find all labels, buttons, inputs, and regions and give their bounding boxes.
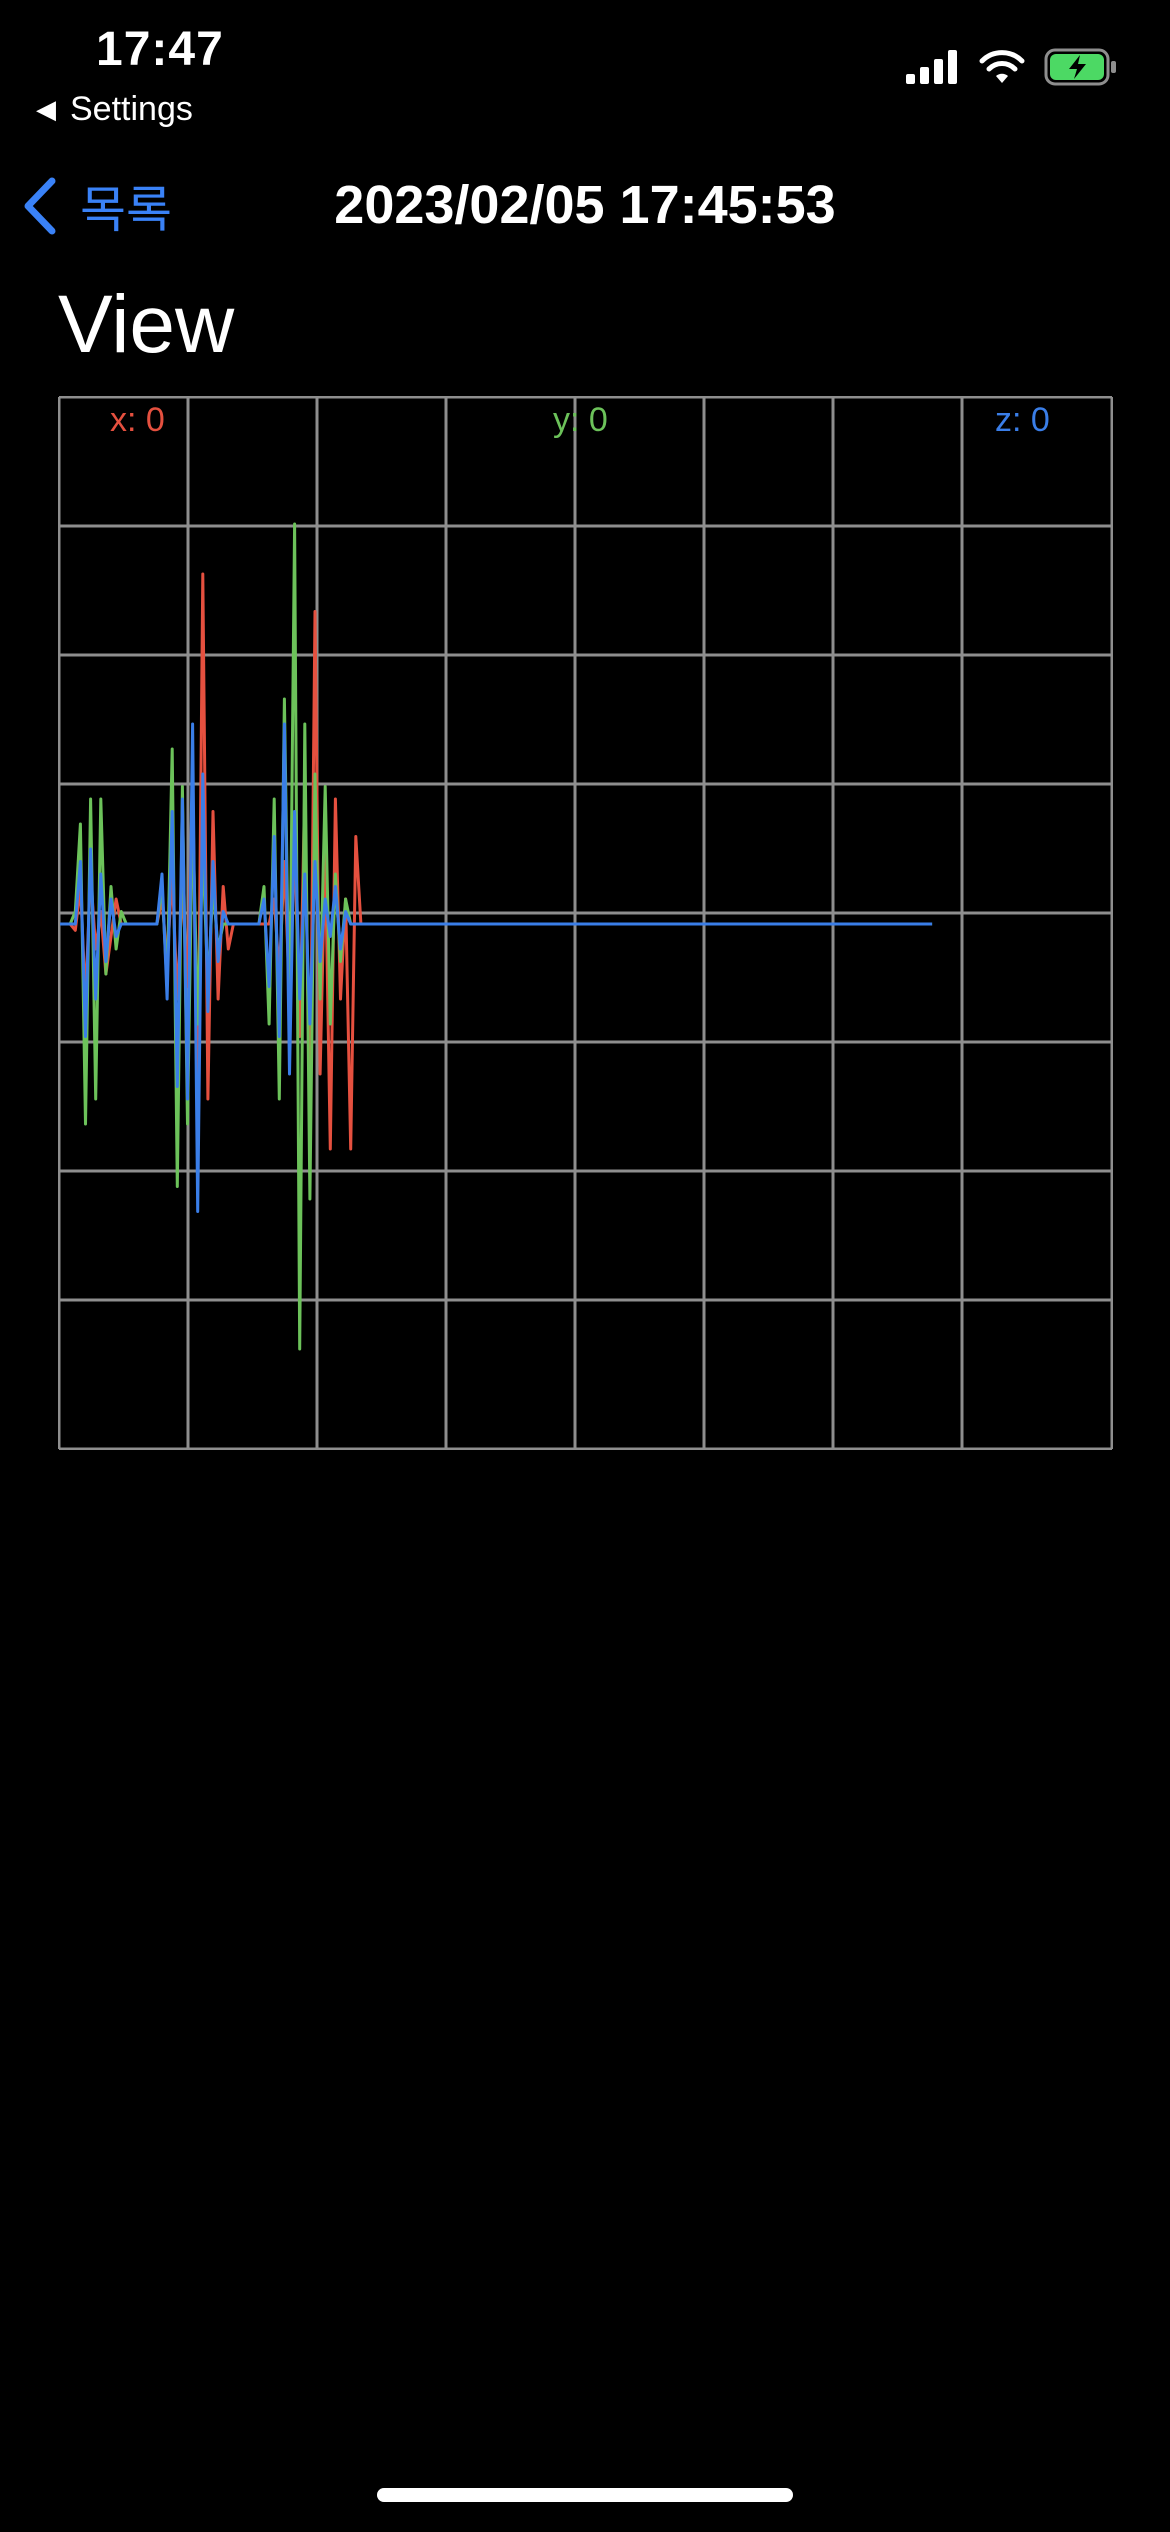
nav-back-button[interactable]: 목록 [22, 170, 172, 242]
y-axis-readout: y: 0 [553, 401, 608, 439]
status-time: 17:47 [96, 23, 224, 76]
cellular-signal-icon [906, 50, 957, 84]
back-triangle-icon: ◀ [36, 94, 56, 124]
sensor-chart: x: 0 y: 0 z: 0 [58, 396, 1113, 1450]
status-icons [906, 48, 1118, 86]
x-axis-readout: x: 0 [110, 401, 165, 439]
battery-charging-icon [1044, 48, 1116, 86]
home-indicator[interactable] [377, 2488, 793, 2502]
series-line-z [60, 722, 933, 1213]
wifi-icon [979, 50, 1025, 83]
chevron-left-icon [24, 177, 56, 235]
nav-title: 2023/02/05 17:45:53 [334, 175, 836, 235]
nav-back-label: 목록 [80, 182, 172, 238]
page-title: View [58, 279, 235, 370]
z-axis-readout: z: 0 [995, 401, 1050, 439]
back-to-app-label: Settings [70, 90, 193, 128]
back-to-app-link[interactable]: ◀ Settings [36, 90, 193, 129]
